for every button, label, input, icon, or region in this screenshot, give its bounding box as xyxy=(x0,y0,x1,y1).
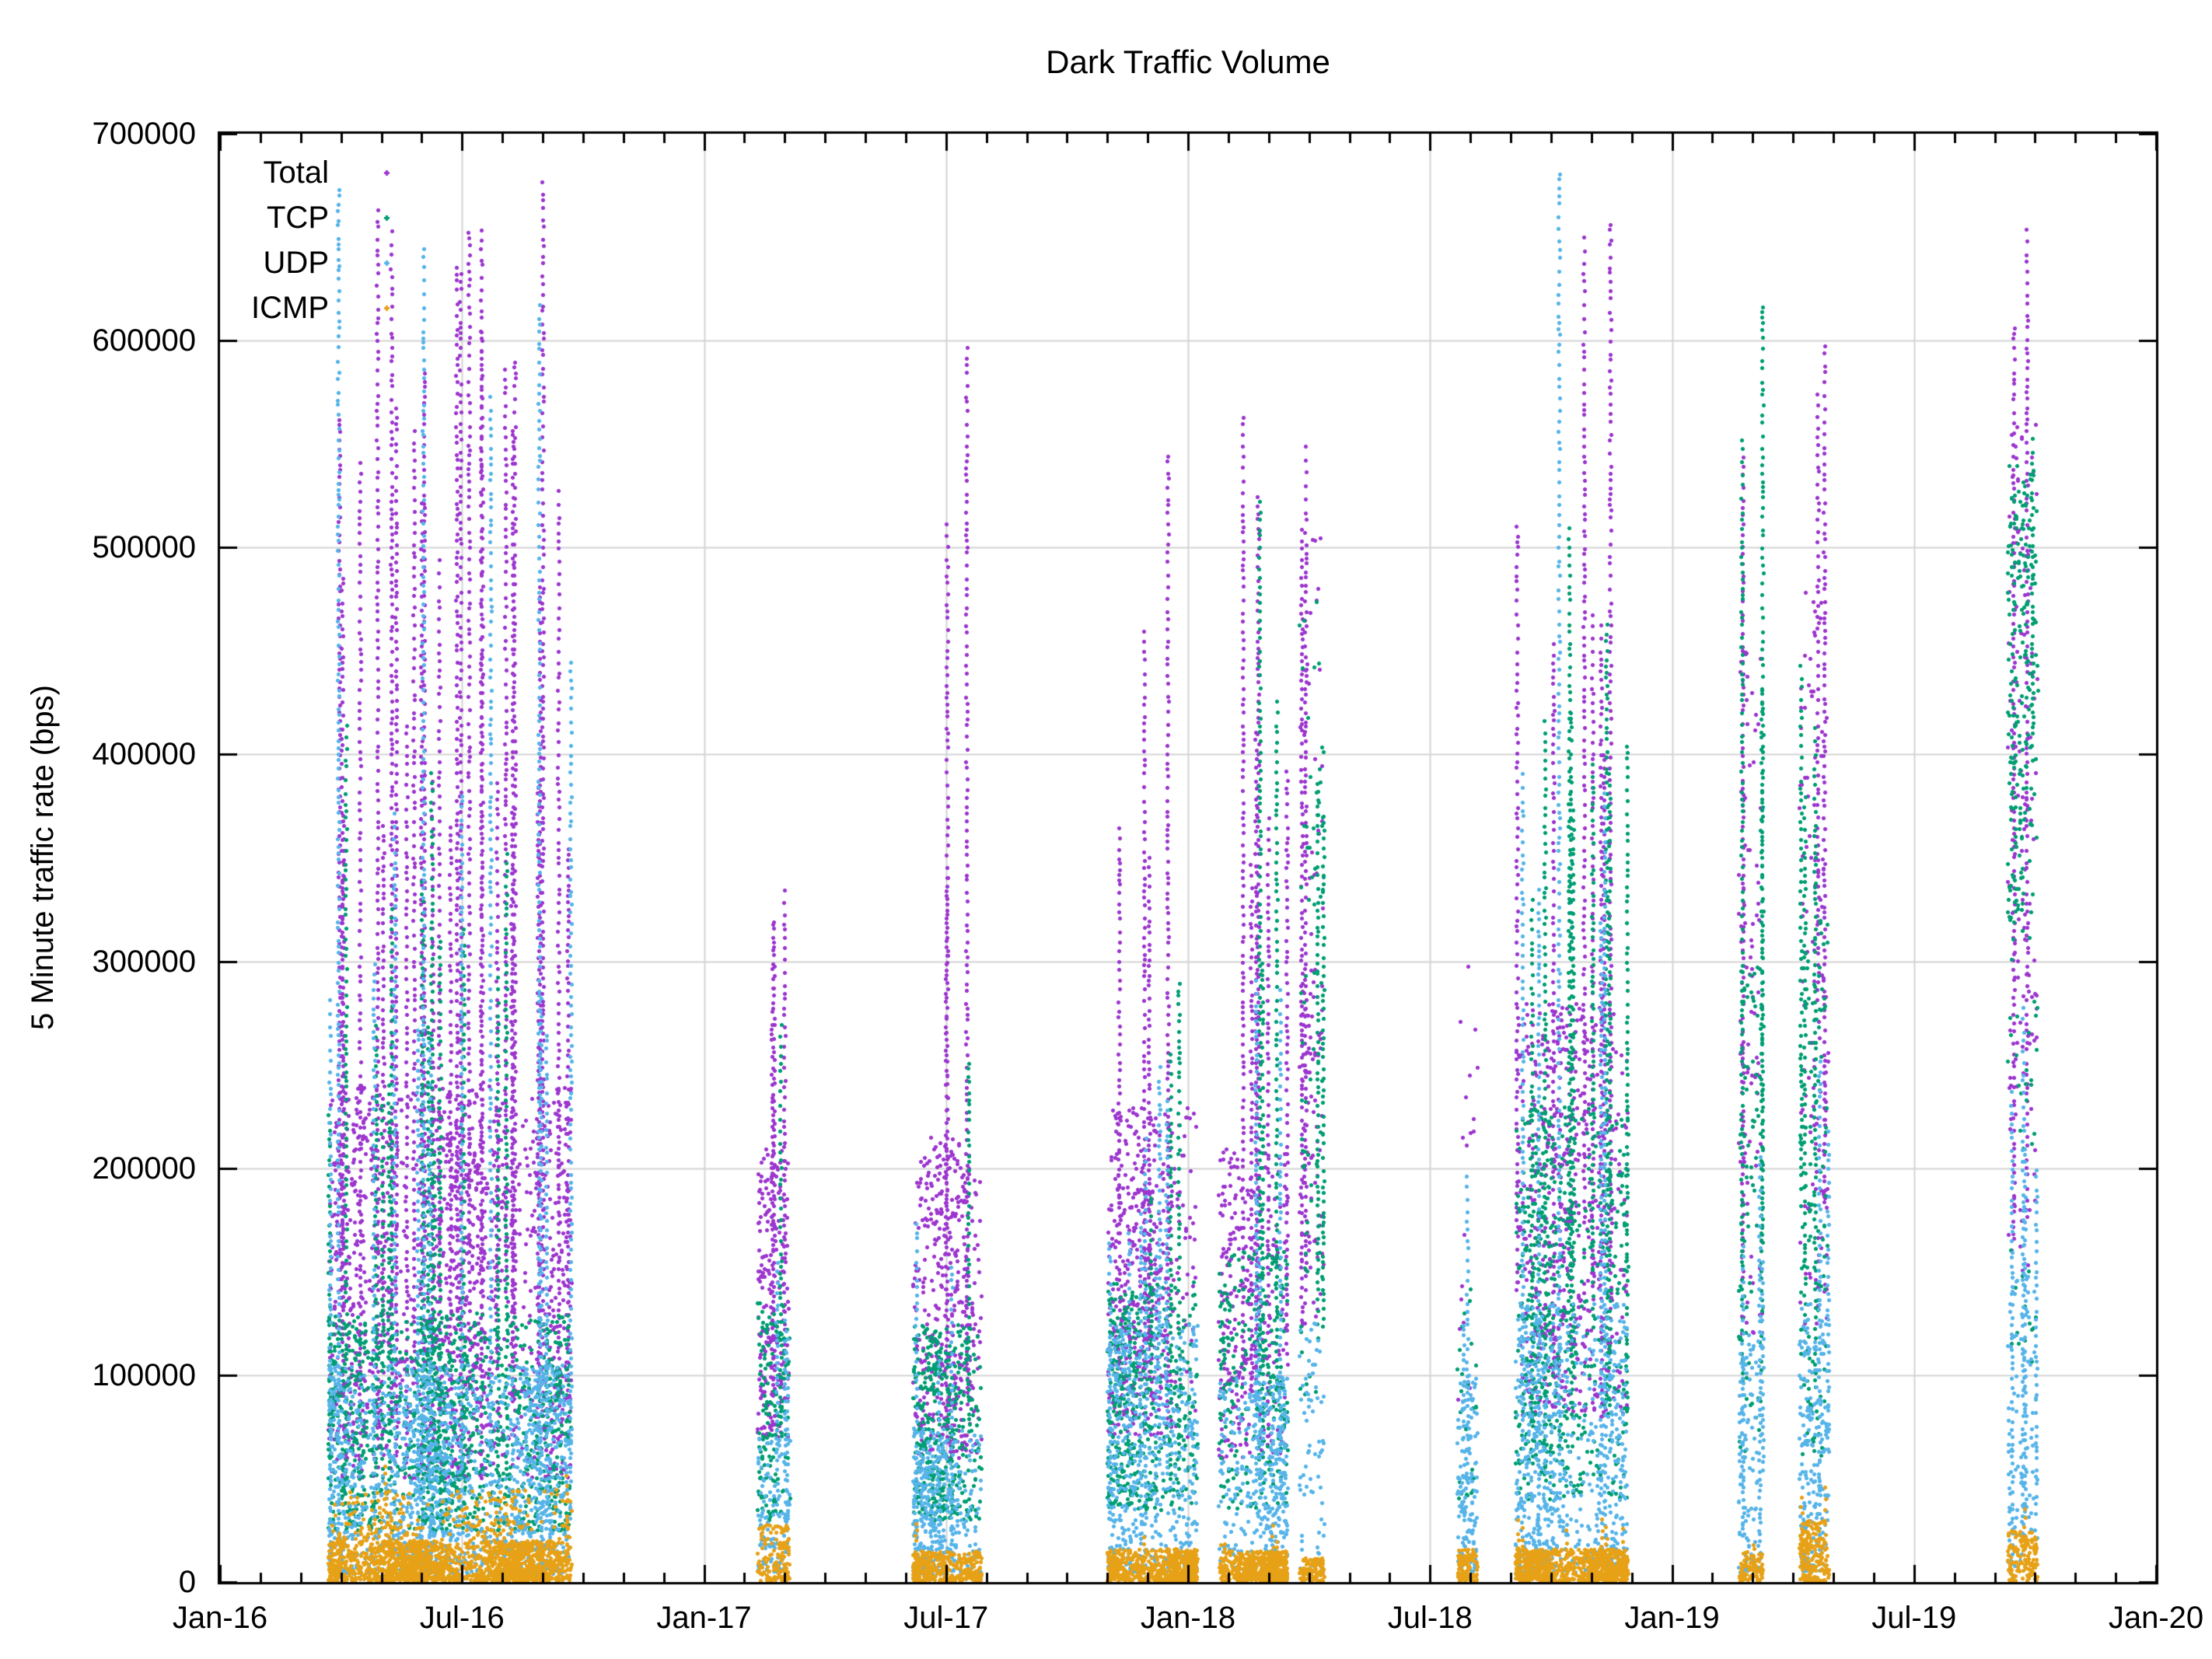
x-tick-label: Jul-18 xyxy=(1387,1601,1473,1635)
y-tick-label: 0 xyxy=(178,1565,196,1599)
page-title: Dark Traffic Volume xyxy=(1046,44,1330,80)
y-tick-label: 600000 xyxy=(92,323,196,358)
legend-label-total: Total xyxy=(263,155,330,190)
y-tick-label: 300000 xyxy=(92,944,196,979)
legend-label-icmp: ICMP xyxy=(251,291,329,325)
legend-label-tcp: TCP xyxy=(267,201,329,235)
x-tick-label: Jul-17 xyxy=(903,1601,989,1635)
y-tick-label: 500000 xyxy=(92,530,196,565)
y-tick-label: 400000 xyxy=(92,737,196,772)
x-tick-label: Jul-16 xyxy=(419,1601,505,1635)
x-tick-label: Jan-18 xyxy=(1140,1601,1236,1635)
x-tick-label: Jan-20 xyxy=(2108,1601,2204,1635)
y-tick-label: 100000 xyxy=(92,1357,196,1392)
y-tick-label: 700000 xyxy=(92,117,196,151)
x-tick-label: Jan-16 xyxy=(172,1601,268,1635)
y-tick-label: 200000 xyxy=(92,1151,196,1186)
legend-label-udp: UDP xyxy=(263,246,329,280)
x-tick-label: Jul-19 xyxy=(1871,1601,1957,1635)
x-tick-label: Jan-19 xyxy=(1624,1601,1720,1635)
x-tick-label: Jan-17 xyxy=(656,1601,752,1635)
y-axis-title: 5 Minute traffic rate (bps) xyxy=(26,685,60,1030)
